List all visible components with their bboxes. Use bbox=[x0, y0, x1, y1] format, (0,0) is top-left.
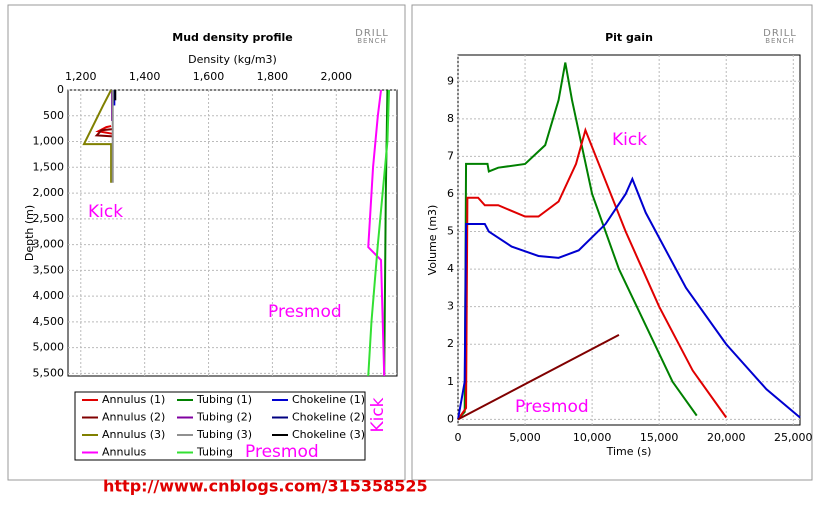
x-tick-label: 0 bbox=[455, 431, 462, 444]
legend-label: Annulus bbox=[102, 446, 146, 459]
y-tick-label: 500 bbox=[43, 109, 64, 122]
y-tick-label: 2 bbox=[447, 337, 454, 350]
y-tick-label: 5 bbox=[447, 225, 454, 238]
y-tick-label: 3,500 bbox=[33, 263, 65, 276]
annotation: Kick bbox=[88, 202, 123, 222]
legend-label: Annulus (2) bbox=[102, 411, 165, 424]
series-line bbox=[367, 89, 386, 377]
series-line bbox=[457, 126, 728, 420]
y-tick-label: 5,500 bbox=[33, 366, 65, 379]
x-tick-label: 20,000 bbox=[707, 431, 746, 444]
annotation: Presmod bbox=[268, 302, 342, 322]
x-axis-label: Time (s) bbox=[606, 445, 652, 458]
x-tick-label: 2,000 bbox=[321, 70, 353, 83]
legend-label: Annulus (3) bbox=[102, 428, 165, 441]
y-tick-label: 4 bbox=[447, 262, 454, 275]
annotation: Kick bbox=[368, 397, 388, 432]
y-tick-label: 5,000 bbox=[33, 341, 65, 354]
x-tick-label: 15,000 bbox=[640, 431, 679, 444]
logo: BENCH bbox=[357, 37, 387, 45]
legend-label: Chokeline (2) bbox=[292, 411, 365, 424]
y-tick-label: 3,000 bbox=[33, 238, 65, 251]
annotation: Presmod bbox=[515, 397, 589, 417]
legend-box bbox=[74, 391, 366, 461]
legend-label: Tubing (1) bbox=[196, 393, 252, 406]
x-tick-label: 25,000 bbox=[774, 431, 813, 444]
x-tick-label: 1,400 bbox=[129, 70, 161, 83]
y-tick-label: 1 bbox=[447, 375, 454, 388]
legend-label: Tubing (3) bbox=[196, 428, 252, 441]
logo: DRILL bbox=[355, 28, 389, 39]
x-tick-label: 1,800 bbox=[257, 70, 289, 83]
y-axis-label: Depth (m) bbox=[23, 205, 36, 261]
logo: BENCH bbox=[765, 37, 795, 45]
legend-label: Chokeline (3) bbox=[292, 428, 365, 441]
plot-area bbox=[67, 89, 398, 377]
y-tick-label: 1,500 bbox=[33, 160, 65, 173]
legend-label: Tubing bbox=[196, 446, 233, 459]
x-tick-label: 5,000 bbox=[509, 431, 541, 444]
chart-title: Mud density profile bbox=[172, 31, 292, 44]
y-tick-label: 2,000 bbox=[33, 186, 65, 199]
series-line bbox=[383, 89, 389, 377]
legend-label: Chokeline (1) bbox=[292, 393, 365, 406]
y-tick-label: 2,500 bbox=[33, 212, 65, 225]
series-line bbox=[457, 333, 620, 421]
y-tick-label: 6 bbox=[447, 187, 454, 200]
y-axis-label: Volume (m3) bbox=[426, 205, 439, 276]
x-tick-label: 1,200 bbox=[65, 70, 97, 83]
series-line bbox=[367, 89, 391, 377]
chart-title: Pit gain bbox=[605, 31, 653, 44]
y-tick-label: 8 bbox=[447, 112, 454, 125]
legend-label: Tubing (2) bbox=[196, 411, 252, 424]
y-tick-label: 4,500 bbox=[33, 315, 65, 328]
y-tick-label: 9 bbox=[447, 74, 454, 87]
y-tick-label: 7 bbox=[447, 149, 454, 162]
annotation: Kick bbox=[612, 130, 647, 150]
x-tick-label: 1,600 bbox=[193, 70, 225, 83]
series-line bbox=[94, 128, 113, 138]
y-tick-label: 0 bbox=[57, 83, 64, 96]
legend-label: Annulus (1) bbox=[102, 393, 165, 406]
series-line bbox=[457, 62, 698, 421]
x-tick-label: 10,000 bbox=[573, 431, 612, 444]
y-tick-label: 1,000 bbox=[33, 135, 65, 148]
y-tick-label: 3 bbox=[447, 300, 454, 313]
footer-url: http://www.cnblogs.com/315358525 bbox=[103, 477, 428, 496]
x-axis-label: Density (kg/m3) bbox=[188, 53, 277, 66]
series-line bbox=[457, 176, 801, 420]
series-line bbox=[82, 89, 113, 183]
logo: DRILL bbox=[763, 28, 797, 39]
annotation: Presmod bbox=[245, 442, 319, 462]
y-tick-label: 0 bbox=[447, 412, 454, 425]
y-tick-label: 4,000 bbox=[33, 289, 65, 302]
